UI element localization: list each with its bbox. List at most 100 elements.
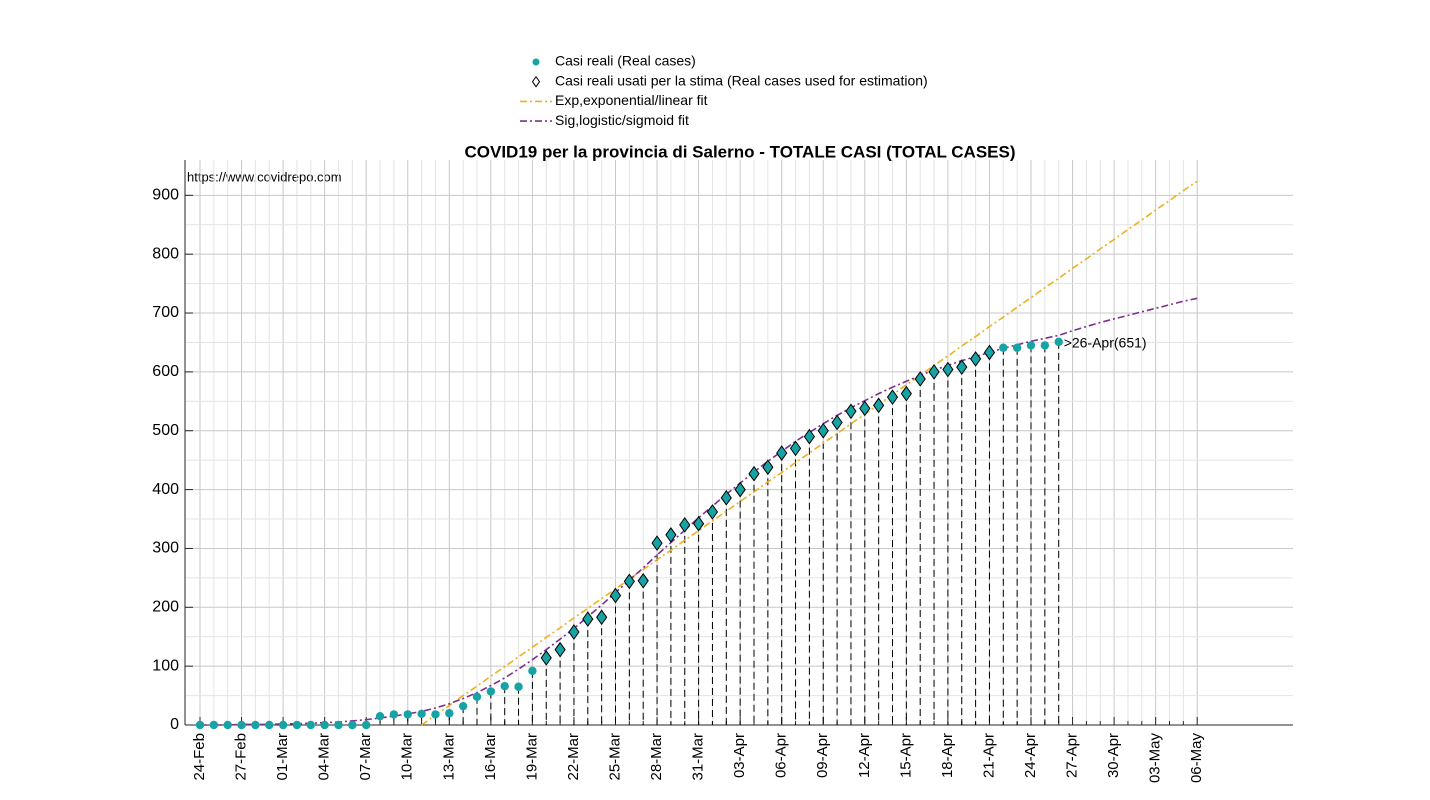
estimation-point bbox=[609, 587, 622, 604]
source-note: https://www.covidrepo.com bbox=[187, 169, 342, 184]
data-point bbox=[417, 709, 426, 719]
y-tick-label: 0 bbox=[170, 716, 179, 733]
x-tick-label: 06-Apr bbox=[773, 733, 790, 778]
y-tick-label: 200 bbox=[152, 599, 179, 616]
data-point bbox=[1054, 337, 1063, 347]
estimation-point bbox=[845, 403, 857, 420]
estimation-point bbox=[596, 609, 608, 626]
y-tick-label: 800 bbox=[152, 245, 179, 262]
x-tick-label: 03-Apr bbox=[731, 733, 748, 778]
x-tick-label: 01-Mar bbox=[274, 733, 291, 781]
estimation-point bbox=[789, 440, 802, 457]
x-tick-label: 27-Apr bbox=[1064, 733, 1081, 778]
estimation-point bbox=[900, 385, 912, 402]
estimation-point bbox=[969, 351, 982, 367]
y-tick-label: 400 bbox=[152, 481, 179, 498]
estimation-point bbox=[554, 641, 566, 658]
x-tick-label: 10-Mar bbox=[399, 733, 416, 781]
data-point bbox=[209, 720, 219, 730]
data-point bbox=[431, 710, 440, 719]
legend-label: Casi reali usati per la stima (Real case… bbox=[555, 72, 928, 88]
data-point bbox=[251, 720, 260, 730]
estimation-point bbox=[928, 364, 940, 380]
data-point bbox=[1026, 341, 1036, 350]
data-point bbox=[999, 343, 1008, 352]
data-point bbox=[278, 720, 288, 730]
plot bbox=[195, 180, 1198, 730]
data-point bbox=[486, 687, 496, 696]
x-tick-label: 04-Mar bbox=[316, 733, 333, 781]
data-point bbox=[195, 720, 205, 730]
estimation-point bbox=[886, 389, 899, 406]
legend-label: Casi reali (Real cases) bbox=[555, 53, 696, 69]
data-point bbox=[458, 701, 468, 711]
data-point bbox=[292, 720, 302, 730]
estimation-point bbox=[734, 481, 746, 498]
estimation-point bbox=[568, 624, 580, 640]
data-point bbox=[528, 666, 537, 676]
legend-symbol bbox=[532, 58, 540, 66]
estimation-point bbox=[748, 465, 760, 482]
data-point bbox=[389, 710, 399, 719]
legend-label: Exp,exponential/linear fit bbox=[555, 92, 708, 108]
x-tick-label: 21-Apr bbox=[980, 733, 997, 778]
x-tick-label: 13-Mar bbox=[440, 733, 457, 781]
data-point bbox=[1012, 343, 1022, 352]
data-point bbox=[362, 720, 371, 730]
x-tick-label: 06-May bbox=[1188, 733, 1205, 784]
x-tick-label: 27-Feb bbox=[233, 733, 250, 781]
estimation-point bbox=[540, 650, 552, 666]
chart-title: COVID19 per la provincia di Salerno - TO… bbox=[464, 142, 1015, 161]
estimation-point bbox=[637, 572, 649, 589]
estimation-point bbox=[942, 361, 954, 378]
estimation-point bbox=[956, 359, 968, 376]
estimation-point bbox=[692, 515, 705, 532]
estimation-point bbox=[706, 504, 719, 520]
estimation-point bbox=[776, 445, 788, 461]
x-tick-label: 03-May bbox=[1147, 733, 1164, 784]
x-tick-label: 28-Mar bbox=[648, 733, 665, 781]
x-tick-label: 18-Apr bbox=[939, 733, 956, 778]
y-tick-label: 600 bbox=[152, 363, 179, 380]
x-tick-label: 12-Apr bbox=[856, 733, 873, 778]
data-point bbox=[403, 710, 412, 719]
data-point bbox=[1040, 341, 1050, 350]
y-tick-label: 700 bbox=[152, 304, 179, 321]
estimation-point bbox=[582, 611, 594, 627]
estimation-point bbox=[665, 527, 677, 543]
x-tick-label: 30-Apr bbox=[1105, 733, 1122, 778]
estimation-point bbox=[914, 371, 926, 387]
estimation-point bbox=[803, 428, 816, 445]
x-tick-label: 24-Apr bbox=[1022, 733, 1039, 778]
legend-label: Sig,logistic/sigmoid fit bbox=[555, 112, 689, 128]
y-tick-label: 900 bbox=[152, 187, 179, 204]
legend-symbol bbox=[531, 75, 541, 88]
data-point bbox=[237, 720, 246, 730]
data-point bbox=[445, 709, 454, 718]
data-point bbox=[500, 681, 509, 691]
estimation-point bbox=[762, 459, 774, 476]
data-point bbox=[265, 720, 274, 730]
y-tick-label: 300 bbox=[152, 540, 179, 557]
estimation-point bbox=[679, 517, 691, 533]
estimation-point bbox=[720, 489, 732, 506]
data-point bbox=[348, 720, 357, 730]
x-tick-label: 19-Mar bbox=[523, 733, 540, 781]
data-point bbox=[514, 682, 523, 691]
estimation-point bbox=[817, 422, 829, 439]
x-tick-label: 09-Apr bbox=[814, 733, 831, 778]
data-point bbox=[320, 720, 329, 730]
estimation-point bbox=[873, 397, 885, 414]
x-tick-label: 31-Mar bbox=[690, 733, 707, 781]
data-point bbox=[472, 692, 482, 701]
y-tick-label: 100 bbox=[152, 657, 179, 674]
estimation-point bbox=[831, 414, 843, 431]
x-tick-label: 22-Mar bbox=[565, 733, 582, 781]
estimation-point bbox=[651, 535, 663, 552]
estimation-point bbox=[859, 400, 871, 417]
data-point bbox=[375, 711, 385, 721]
x-tick-label: 07-Mar bbox=[357, 733, 374, 781]
x-tick-label: 16-Mar bbox=[482, 733, 499, 781]
